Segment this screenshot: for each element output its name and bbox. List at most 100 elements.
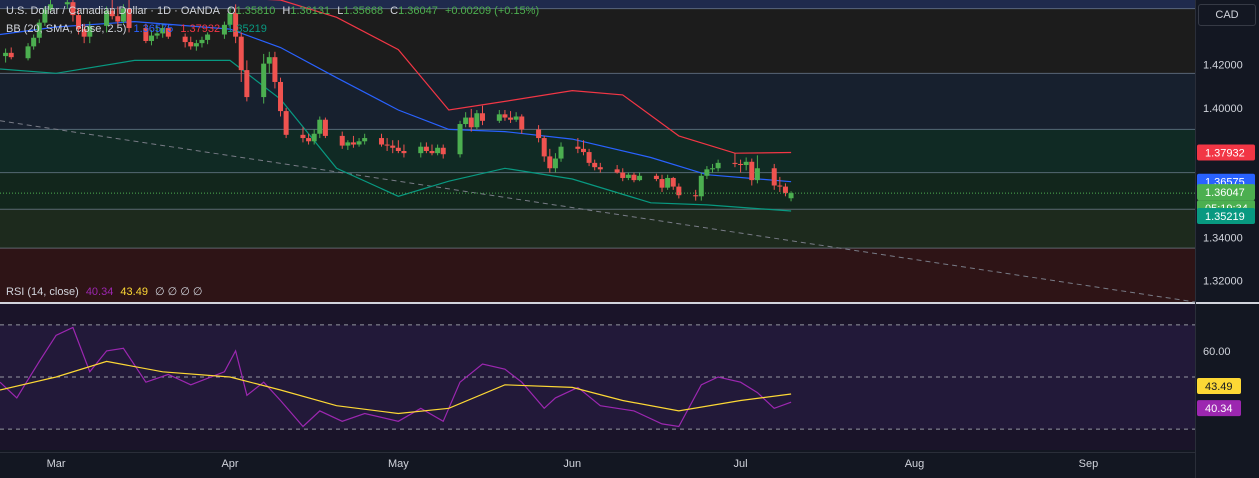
time-tick-label: Aug bbox=[905, 458, 925, 470]
candle-up bbox=[788, 193, 794, 199]
bollinger-upper-line bbox=[266, 0, 792, 154]
candle-down bbox=[300, 134, 306, 139]
candle-down bbox=[322, 119, 328, 136]
candle-down bbox=[384, 144, 390, 146]
candle-up bbox=[205, 34, 211, 40]
candle-down bbox=[182, 36, 188, 43]
candle-down bbox=[693, 195, 699, 197]
candle-up bbox=[42, 9, 48, 23]
candle-down bbox=[575, 146, 581, 149]
candle-up bbox=[698, 175, 704, 197]
candle-down bbox=[143, 28, 149, 41]
candle-down bbox=[115, 16, 121, 22]
rsi-badge bbox=[1197, 400, 1241, 417]
candle-down bbox=[614, 169, 620, 173]
price-zone bbox=[0, 209, 1195, 249]
price-tick-label: 1.34000 bbox=[1203, 232, 1243, 244]
candle-down bbox=[395, 147, 401, 151]
candle-down bbox=[738, 163, 744, 166]
candle-down bbox=[339, 135, 345, 146]
candle-down bbox=[620, 172, 626, 178]
candle-up bbox=[261, 63, 267, 98]
candle-down bbox=[508, 117, 514, 120]
time-tick-label: May bbox=[388, 458, 409, 470]
candle-down bbox=[541, 138, 547, 157]
candle-up bbox=[25, 46, 31, 59]
candle-down bbox=[586, 152, 592, 163]
candle-up bbox=[743, 161, 749, 166]
candle-up bbox=[715, 162, 721, 169]
candle-down bbox=[580, 148, 586, 153]
candle-down bbox=[233, 12, 239, 37]
currency-button[interactable]: CAD bbox=[1198, 4, 1256, 26]
candle-down bbox=[597, 167, 603, 170]
candle-up bbox=[227, 12, 233, 25]
candle-up bbox=[148, 35, 154, 41]
price-zone bbox=[0, 129, 1195, 173]
candle-down bbox=[272, 57, 278, 82]
candle-down bbox=[782, 186, 788, 194]
candle-down bbox=[8, 52, 14, 58]
time-tick-label: Jun bbox=[563, 458, 581, 470]
trend-line bbox=[0, 120, 1196, 303]
candle-down bbox=[479, 113, 485, 121]
rsi-badge-label: 43.49 bbox=[1205, 381, 1233, 393]
candle-up bbox=[64, 2, 70, 5]
candle-down bbox=[109, 10, 115, 17]
candle-down bbox=[244, 70, 250, 98]
price-zone bbox=[0, 172, 1195, 210]
price-badge-label: 1.35219 bbox=[1205, 211, 1245, 223]
candle-down bbox=[126, 8, 132, 29]
candle-down bbox=[670, 177, 676, 187]
candle-down bbox=[283, 111, 289, 135]
candle-down bbox=[659, 179, 665, 188]
candle-down bbox=[777, 185, 783, 187]
candle-down bbox=[76, 15, 82, 30]
candle-down bbox=[390, 145, 396, 148]
candle-down bbox=[519, 116, 525, 130]
candle-down bbox=[278, 81, 284, 112]
candle-down bbox=[536, 129, 542, 139]
price-tick-label: 1.40000 bbox=[1203, 103, 1243, 115]
candle-up bbox=[47, 4, 53, 10]
candle-up bbox=[160, 28, 166, 34]
candle-up bbox=[710, 168, 716, 170]
rsi-ma-line bbox=[0, 360, 792, 415]
candle-down bbox=[423, 146, 429, 151]
candle-down bbox=[631, 174, 637, 181]
candle-down bbox=[653, 175, 659, 180]
candle-up bbox=[154, 33, 160, 36]
candle-up bbox=[496, 114, 502, 121]
candle-down bbox=[306, 138, 312, 142]
candle-up bbox=[3, 52, 9, 57]
candle-down bbox=[440, 147, 446, 155]
time-tick-label: Jul bbox=[734, 458, 748, 470]
candle-up bbox=[362, 138, 368, 142]
price-badge bbox=[1197, 144, 1255, 161]
candle-up bbox=[463, 117, 469, 125]
candle-up bbox=[317, 119, 323, 134]
bollinger-lower-line bbox=[0, 59, 792, 212]
candle-down bbox=[547, 156, 553, 169]
candle-up bbox=[704, 169, 710, 176]
candle-down bbox=[350, 142, 356, 145]
candle-down bbox=[502, 114, 508, 118]
candle-up bbox=[356, 141, 362, 145]
candle-up bbox=[193, 43, 199, 47]
rsi-badge bbox=[1197, 377, 1241, 394]
candle-up bbox=[31, 37, 37, 47]
candle-up bbox=[418, 146, 424, 154]
candle-up bbox=[221, 24, 227, 35]
candle-up bbox=[665, 177, 671, 188]
candle-up bbox=[625, 174, 631, 178]
candle-down bbox=[429, 151, 435, 154]
price-badge bbox=[1197, 184, 1255, 201]
rsi-tick-label: 60.00 bbox=[1203, 346, 1231, 358]
candle-up bbox=[474, 113, 480, 128]
candle-up bbox=[266, 57, 272, 64]
candle-up bbox=[558, 146, 564, 159]
price-badge-label: 1.36047 bbox=[1205, 187, 1245, 199]
candle-up bbox=[345, 142, 351, 146]
candle-down bbox=[732, 162, 738, 164]
